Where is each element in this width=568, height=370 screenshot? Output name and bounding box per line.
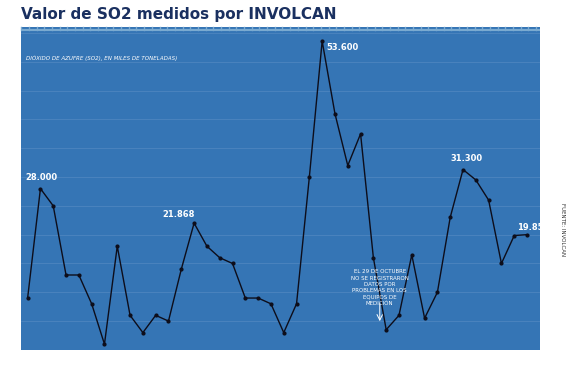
Text: 28.000: 28.000: [25, 173, 57, 182]
Text: 53.600: 53.600: [326, 43, 358, 52]
Text: 31.300: 31.300: [450, 154, 482, 163]
Text: 21.868: 21.868: [162, 211, 194, 219]
Text: FUENTE: INVOLCAN: FUENTE: INVOLCAN: [560, 203, 565, 256]
Text: DIÓXIDO DE AZUFRE (SO2), EN MILES DE TONELADAS): DIÓXIDO DE AZUFRE (SO2), EN MILES DE TON…: [26, 55, 178, 61]
Text: Valor de SO2 medidos por INVOLCAN: Valor de SO2 medidos por INVOLCAN: [21, 7, 337, 22]
Text: EL 29 DE OCTUBRE
NO SE REGISTRARON
DATOS POR
PROBLEMAS EN LOS
EQUIPOS DE
MEDICIÓ: EL 29 DE OCTUBRE NO SE REGISTRARON DATOS…: [351, 269, 409, 306]
Text: 19.850: 19.850: [517, 223, 549, 232]
